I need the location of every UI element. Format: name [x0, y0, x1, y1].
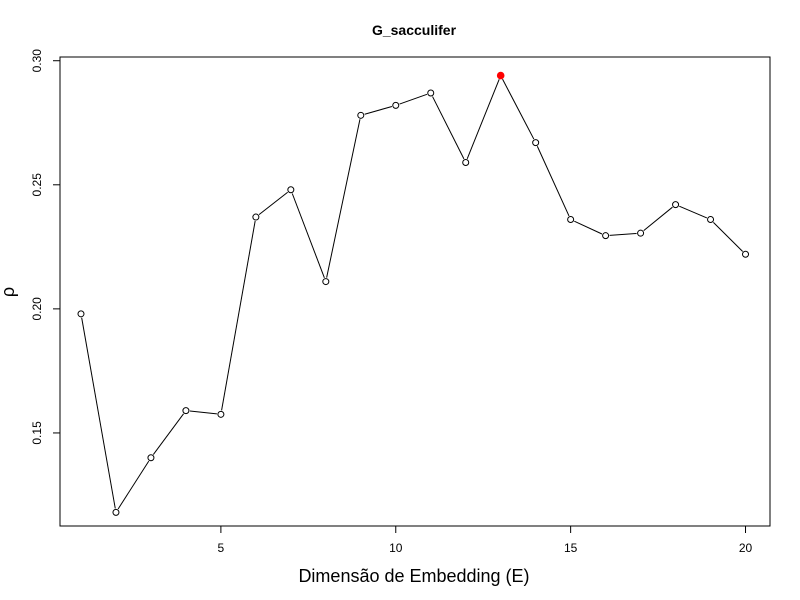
data-point — [287, 186, 295, 194]
y-axis-label: ρ — [0, 287, 18, 297]
y-tick-label: 0.25 — [30, 173, 44, 197]
series-segment — [466, 79, 500, 159]
series-segment — [117, 460, 150, 510]
y-tick-label: 0.30 — [30, 49, 44, 73]
x-tick-label: 10 — [389, 541, 403, 555]
series-segment — [189, 410, 217, 415]
data-point — [357, 111, 365, 119]
series-segment — [399, 93, 428, 105]
data-point — [672, 201, 680, 209]
series-segment — [258, 191, 288, 215]
x-tick-label: 15 — [564, 541, 578, 555]
series-segment — [432, 96, 465, 160]
series-line — [81, 78, 744, 510]
series-segment — [364, 105, 393, 115]
series-segment — [643, 206, 673, 232]
series-segment — [574, 220, 603, 235]
data-point — [112, 508, 120, 516]
series-segment — [81, 317, 116, 509]
data-point — [252, 213, 260, 221]
data-point — [217, 410, 225, 418]
data-point — [567, 216, 575, 224]
y-axis: 0.15 0.20 0.25 0.30 — [30, 49, 60, 445]
plot-area-frame — [59, 56, 771, 527]
highlight-point — [496, 71, 505, 80]
chart-title: G_sacculifer — [372, 22, 457, 38]
data-point — [707, 216, 715, 224]
data-point — [182, 407, 190, 415]
data-point — [532, 139, 540, 147]
series-segment — [502, 78, 535, 140]
data-point — [77, 310, 85, 318]
data-point — [392, 101, 400, 109]
x-tick-label: 20 — [739, 541, 753, 555]
data-point — [462, 158, 470, 166]
y-tick-label: 0.20 — [30, 297, 44, 321]
series-segment — [536, 146, 570, 217]
series-segment — [713, 222, 744, 252]
data-point — [742, 250, 750, 258]
series-segment — [221, 220, 256, 411]
data-point — [147, 454, 155, 462]
series-segment — [152, 413, 184, 455]
x-tick-label: 5 — [218, 541, 225, 555]
series-segment — [679, 205, 708, 219]
data-point — [322, 278, 330, 286]
data-point — [637, 229, 645, 237]
series-segment — [326, 119, 361, 278]
x-axis: 5 10 15 20 — [218, 526, 753, 555]
data-point — [602, 232, 610, 240]
series-segment — [291, 193, 325, 279]
y-tick-label: 0.15 — [30, 421, 44, 445]
series-points — [77, 71, 750, 516]
series-segment — [609, 232, 637, 236]
data-point — [427, 89, 435, 97]
x-axis-label: Dimensão de Embedding (E) — [298, 566, 529, 586]
